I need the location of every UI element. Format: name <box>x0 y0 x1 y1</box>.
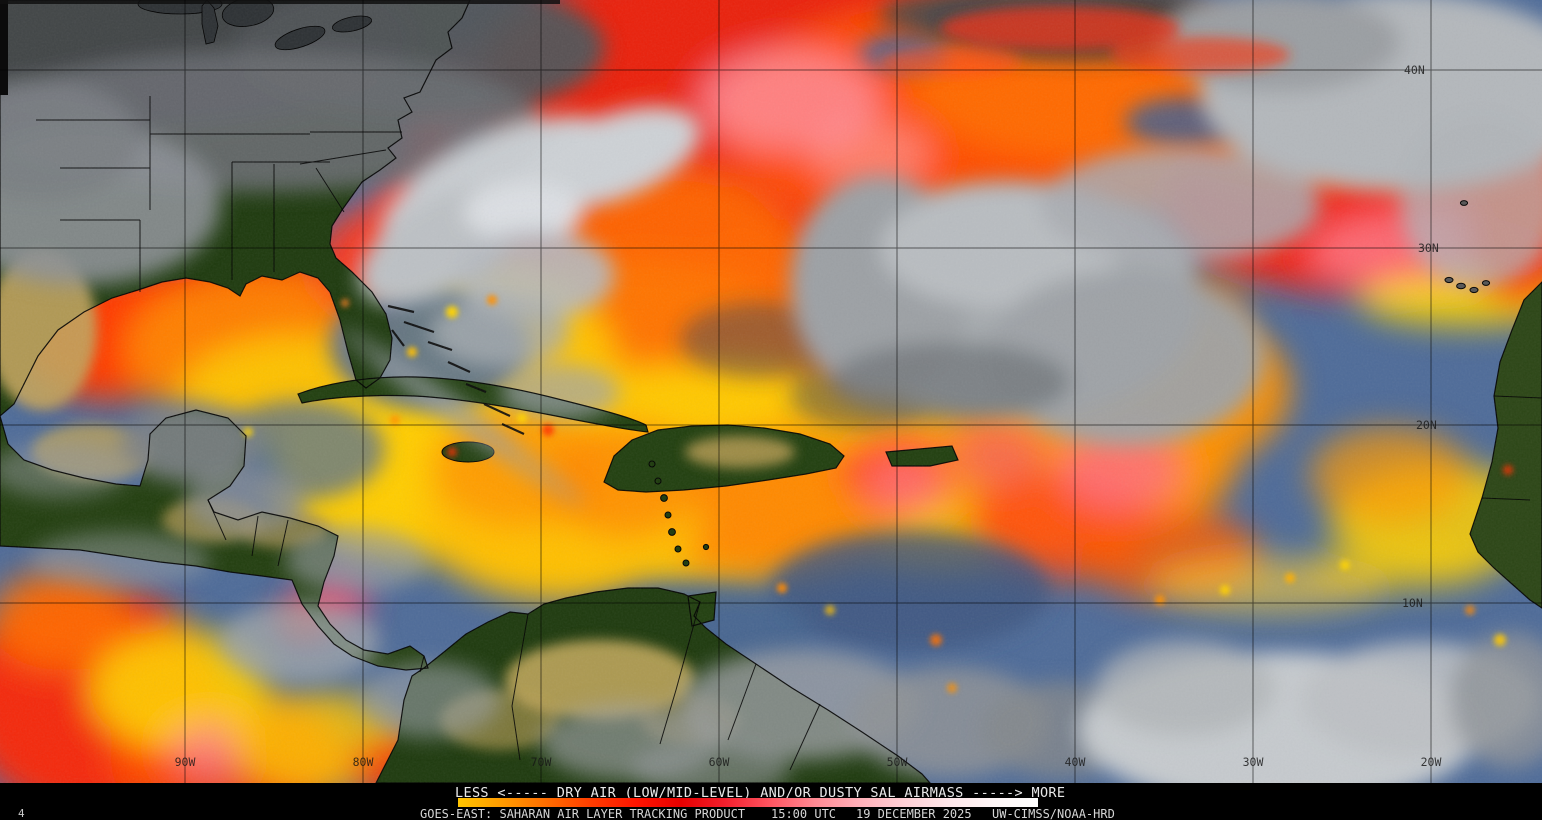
grid-labels: 40N 30N 20N 10N 90W 80W 70W 60W 50W 40W … <box>175 63 1442 769</box>
frame-number: 4 <box>18 807 25 820</box>
lon-label-60w: 60W <box>709 755 730 769</box>
timestamp-utc: 15:00 UTC <box>771 807 837 820</box>
lon-label-40w: 40W <box>1065 755 1086 769</box>
lon-label-90w: 90W <box>175 755 196 769</box>
lon-label-70w: 70W <box>531 755 552 769</box>
lat-label-20n: 20N <box>1416 418 1437 432</box>
product-title: GOES-EAST: SAHARAN AIR LAYER TRACKING PR… <box>420 807 746 820</box>
lat-label-10n: 10N <box>1402 596 1423 610</box>
latlon-gridlines <box>0 0 1542 783</box>
scan-edge-top <box>0 0 560 4</box>
lon-label-80w: 80W <box>353 755 374 769</box>
lat-label-30n: 30N <box>1418 241 1439 255</box>
lon-label-50w: 50W <box>887 755 908 769</box>
sal-colorbar <box>458 798 1038 807</box>
credit-label: UW-CIMSS/NOAA-HRD <box>992 807 1115 820</box>
scan-edge <box>0 0 8 95</box>
legend-bar: LESS <----- DRY AIR (LOW/MID-LEVEL) AND/… <box>0 783 1542 820</box>
lon-label-30w: 30W <box>1243 755 1264 769</box>
dry-air-legend-text: LESS <----- DRY AIR (LOW/MID-LEVEL) AND/… <box>455 785 1066 801</box>
lat-label-40n: 40N <box>1404 63 1425 77</box>
lon-label-20w: 20W <box>1421 755 1442 769</box>
timestamp-date: 19 DECEMBER 2025 <box>856 807 972 820</box>
image-grain <box>0 0 1542 783</box>
